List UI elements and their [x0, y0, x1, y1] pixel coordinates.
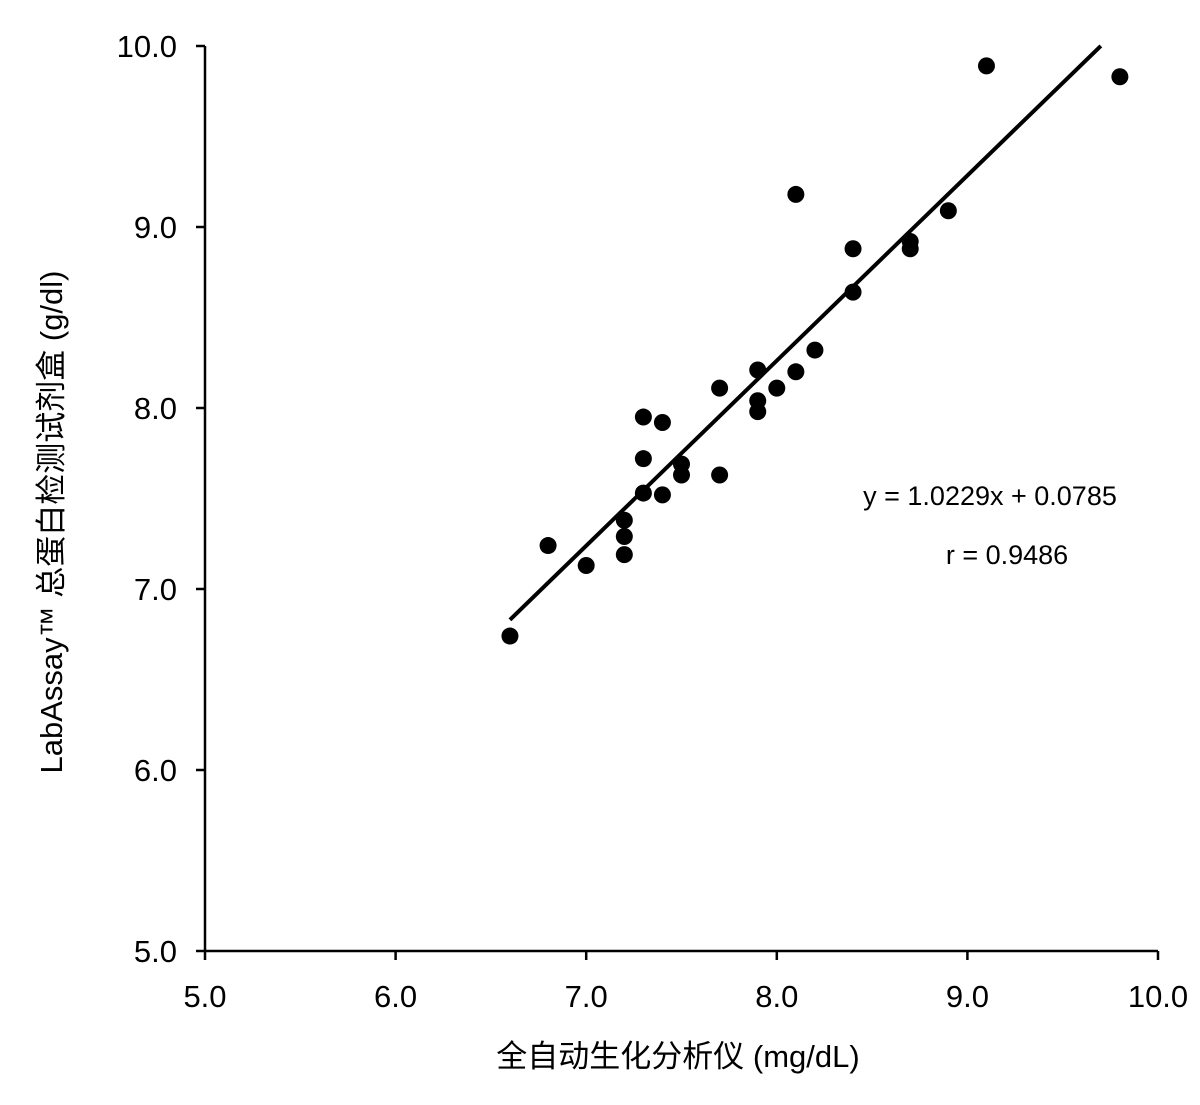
- data-point: [749, 392, 767, 410]
- y-tick-label: 7.0: [134, 572, 177, 607]
- x-tick-label: 9.0: [946, 979, 989, 1014]
- data-point: [787, 363, 805, 381]
- data-point: [844, 240, 862, 258]
- y-tick-label: 10.0: [117, 29, 177, 64]
- data-point: [711, 466, 729, 484]
- equation-annotation: y = 1.0229x + 0.0785: [863, 481, 1117, 511]
- axes: [196, 44, 1160, 960]
- trendline-layer: [508, 44, 1103, 622]
- data-point: [539, 537, 557, 555]
- data-point: [939, 202, 957, 220]
- correlation-annotation: r = 0.9486: [946, 540, 1068, 570]
- data-point: [977, 57, 995, 75]
- data-point: [673, 455, 690, 473]
- tick-labels: 5.0 6.0 7.0 8.0 9.0 10.0 5.0 6.0 7.0 8.0 9.0 10.0: [117, 29, 1189, 1014]
- y-axis-title: LabAssay™ 总蛋白检测试剂盒 (g/dl): [34, 271, 69, 774]
- data-point: [634, 484, 652, 502]
- data-point: [749, 361, 767, 379]
- y-tick-label: 8.0: [134, 391, 177, 426]
- data-point: [806, 341, 824, 359]
- y-tick-label: 5.0: [134, 934, 177, 969]
- data-point: [768, 379, 786, 397]
- data-point: [653, 413, 671, 431]
- x-tick-label: 8.0: [755, 979, 798, 1014]
- data-point: [901, 232, 919, 250]
- data-point: [501, 627, 519, 645]
- x-tick-label: 5.0: [183, 979, 226, 1014]
- data-point: [615, 546, 633, 564]
- data-point: [615, 528, 633, 546]
- data-point: [615, 511, 633, 529]
- data-point: [653, 486, 671, 504]
- y-tick-label: 9.0: [134, 210, 177, 245]
- data-point: [634, 408, 652, 426]
- y-tick-label: 6.0: [134, 753, 177, 788]
- data-point: [787, 185, 805, 203]
- data-point: [711, 379, 729, 397]
- x-tick-label: 6.0: [374, 979, 417, 1014]
- data-point: [577, 556, 595, 574]
- x-tick-label: 10.0: [1128, 979, 1188, 1014]
- trendline: [508, 44, 1103, 622]
- data-point: [1111, 68, 1129, 86]
- x-tick-label: 7.0: [565, 979, 608, 1014]
- x-axis-title: 全自动生化分析仪 (mg/dL): [496, 1039, 859, 1074]
- data-point: [844, 283, 862, 301]
- data-points: [501, 57, 1129, 645]
- data-point: [634, 450, 652, 468]
